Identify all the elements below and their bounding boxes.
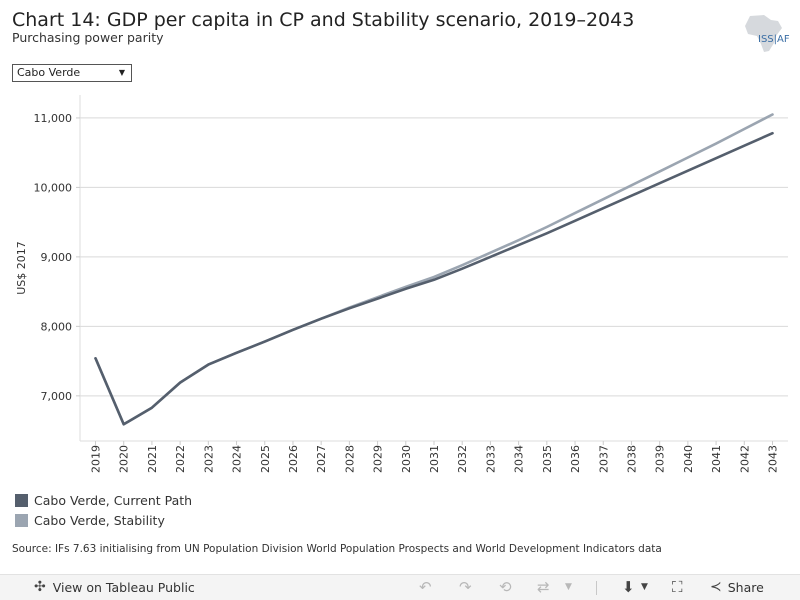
view-on-tableau-link[interactable]: ✣ View on Tableau Public	[34, 579, 195, 595]
x-tick-label: 2043	[767, 445, 780, 473]
x-tick-label: 2032	[456, 445, 469, 473]
view-on-tableau-label: View on Tableau Public	[53, 580, 195, 595]
legend-item-stability[interactable]: Cabo Verde, Stability	[15, 510, 192, 530]
x-tick-label: 2037	[597, 445, 610, 473]
x-tick-label: 2029	[372, 445, 385, 473]
download-icon[interactable]: ⬇	[622, 578, 635, 596]
y-tick-label: 10,000	[34, 181, 73, 194]
series-line-current-path[interactable]	[96, 133, 773, 424]
x-tick-label: 2022	[174, 445, 187, 473]
x-tick-label: 2039	[654, 445, 667, 473]
legend-label-stability: Cabo Verde, Stability	[34, 513, 165, 528]
x-tick-label: 2036	[569, 445, 582, 473]
y-tick-label: 7,000	[41, 390, 73, 403]
share-button[interactable]: ≺ Share	[710, 579, 764, 595]
share-icon: ≺	[710, 579, 722, 595]
x-tick-label: 2033	[484, 445, 497, 473]
x-tick-labels: 2019 2020 2021 2022 2023 2024 2025 2026 2027 2028…	[90, 441, 780, 473]
x-tick-label: 2028	[343, 445, 356, 473]
x-tick-label: 2025	[259, 445, 272, 473]
x-tick-label: 2034	[513, 445, 526, 473]
redo-icon[interactable]: ↷	[459, 578, 472, 596]
x-tick-label: 2030	[400, 445, 413, 473]
y-tick-label: 11,000	[34, 112, 73, 125]
x-tick-label: 2035	[541, 445, 554, 473]
legend-swatch-current-path	[15, 494, 28, 507]
refresh-icon[interactable]: ⇄	[537, 578, 550, 596]
share-label: Share	[728, 580, 764, 595]
x-tick-label: 2024	[231, 445, 244, 473]
series-lines	[96, 115, 773, 425]
x-tick-label: 2042	[738, 445, 751, 473]
legend-swatch-stability	[15, 514, 28, 527]
x-tick-label: 2019	[90, 445, 103, 473]
y-tick-labels: 7,000 8,000 9,000 10,000 11,000	[34, 112, 81, 403]
fullscreen-icon[interactable]: ⛶	[672, 578, 683, 596]
x-tick-label: 2026	[287, 445, 300, 473]
legend-label-current-path: Cabo Verde, Current Path	[34, 493, 192, 508]
tableau-icon: ✣	[34, 579, 46, 595]
x-tick-label: 2027	[315, 445, 328, 473]
revert-icon[interactable]: ⟲	[499, 578, 512, 596]
x-tick-label: 2038	[625, 445, 638, 473]
y-axis-label: US$ 2017	[15, 241, 28, 295]
download-dropdown-icon[interactable]: ▼	[641, 582, 648, 592]
source-note: Source: IFs 7.63 initialising from UN Po…	[12, 543, 662, 555]
refresh-dropdown-icon[interactable]: ▼	[565, 582, 572, 592]
x-tick-label: 2041	[710, 445, 723, 473]
legend: Cabo Verde, Current Path Cabo Verde, Sta…	[15, 490, 192, 530]
x-tick-label: 2040	[682, 445, 695, 473]
x-tick-label: 2021	[146, 445, 159, 473]
toolbar-divider	[596, 581, 597, 595]
legend-item-current-path[interactable]: Cabo Verde, Current Path	[15, 490, 192, 510]
series-line-stability[interactable]	[96, 115, 773, 425]
x-tick-label: 2031	[428, 445, 441, 473]
line-chart[interactable]: 7,000 8,000 9,000 10,000 11,000 2019 2020 2021…	[0, 0, 800, 490]
tableau-toolbar: ✣ View on Tableau Public ↶ ↷ ⟲ ⇄ ▼ ⬇ ▼ ⛶…	[0, 574, 800, 600]
x-tick-label: 2023	[202, 445, 215, 473]
y-tick-label: 8,000	[41, 320, 73, 333]
undo-icon[interactable]: ↶	[419, 578, 432, 596]
x-tick-label: 2020	[118, 445, 131, 473]
y-tick-label: 9,000	[41, 251, 73, 264]
